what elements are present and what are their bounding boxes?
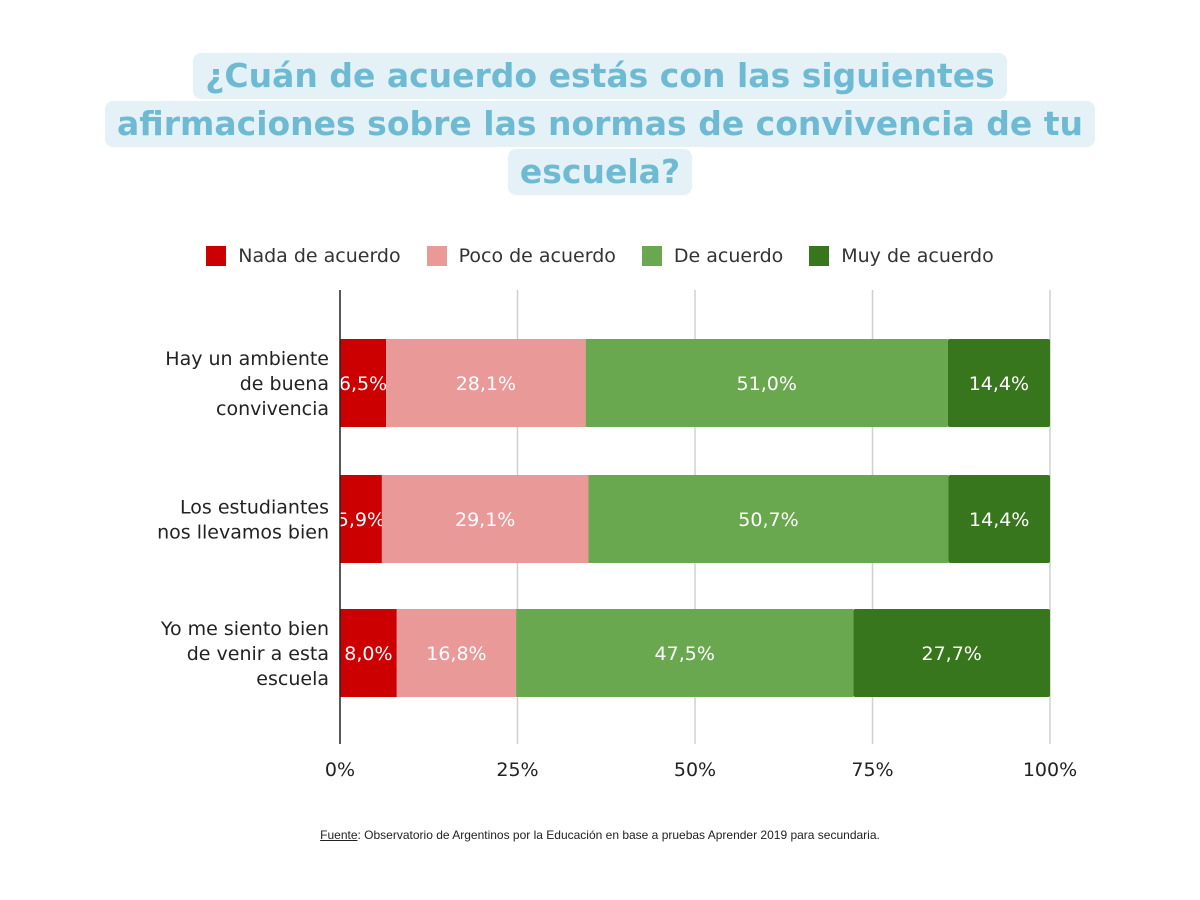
x-tick-label-100: 100% [1023,759,1077,781]
legend-item-poco: Poco de acuerdo [426,245,616,267]
bar-poco-0 [386,339,586,427]
x-tick-label-75: 75% [851,759,893,781]
data-label-muy-0: 14,4% [969,373,1029,395]
legend-swatch-nada [206,246,227,266]
category-label-0-0: Hay un ambiente [165,348,329,370]
legend-item-muy: Muy de acuerdo [809,245,994,267]
bar-muy-0 [947,339,1050,427]
category-label-1-1: nos llevamos bien [157,522,329,544]
data-label-poco-1: 29,1% [455,509,515,531]
data-label-nada-0: 6,5% [339,373,387,395]
data-label-nada-2: 8,0% [344,643,392,665]
chart-title: ¿Cuán de acuerdo estás con las siguiente… [0,52,1200,196]
title-line-3: escuela? [507,149,693,195]
bar-nada-0 [340,339,387,427]
data-label-muy-1: 14,4% [969,509,1029,531]
data-label-muy-2: 27,7% [921,643,981,665]
bar-nada-2 [340,609,397,697]
legend-label-poco: Poco de acuerdo [458,245,616,267]
title-line-2: afirmaciones sobre las normas de convive… [104,101,1096,147]
source-note: Fuente: Observatorio de Argentinos por l… [0,828,1200,842]
category-label-2-2: escuela [256,668,329,690]
category-label-0-2: convivencia [216,398,329,420]
x-tick-label-25: 25% [496,759,538,781]
data-label-de-0: 51,0% [737,373,797,395]
data-label-de-2: 47,5% [655,643,715,665]
category-label-2-1: de venir a esta [187,643,329,665]
bar-de-2 [516,609,854,697]
legend-swatch-poco [426,246,447,266]
bar-poco-2 [396,609,517,697]
data-label-nada-1: 5,9% [337,509,385,531]
legend-swatch-muy [809,246,830,266]
bar-nada-1 [340,475,382,563]
legend-item-de: De acuerdo [641,245,784,267]
title-line-1: ¿Cuán de acuerdo estás con las siguiente… [193,53,1007,99]
category-label-2-0: Yo me siento bien [160,618,329,640]
bar-poco-1 [381,475,589,563]
data-label-de-1: 50,7% [738,509,798,531]
category-label-0-1: de buena [240,373,329,395]
x-tick-label-0: 0% [325,759,355,781]
data-label-poco-2: 16,8% [426,643,486,665]
bar-muy-1 [948,475,1050,563]
legend-label-muy: Muy de acuerdo [841,245,994,267]
legend-label-de: De acuerdo [673,245,784,267]
legend-label-nada: Nada de acuerdo [238,245,401,267]
bar-de-1 [588,475,949,563]
source-label: Fuente [320,828,358,842]
data-label-poco-0: 28,1% [456,373,516,395]
source-text: : Observatorio de Argentinos por la Educ… [357,828,880,842]
chart-legend: Nada de acuerdo Poco de acuerdo De acuer… [0,245,1200,267]
x-tick-label-50: 50% [674,759,716,781]
legend-swatch-de [641,246,662,266]
bar-de-0 [585,339,948,427]
bar-muy-2 [853,609,1050,697]
legend-item-nada: Nada de acuerdo [206,245,401,267]
category-label-1-0: Los estudiantes [180,497,329,519]
